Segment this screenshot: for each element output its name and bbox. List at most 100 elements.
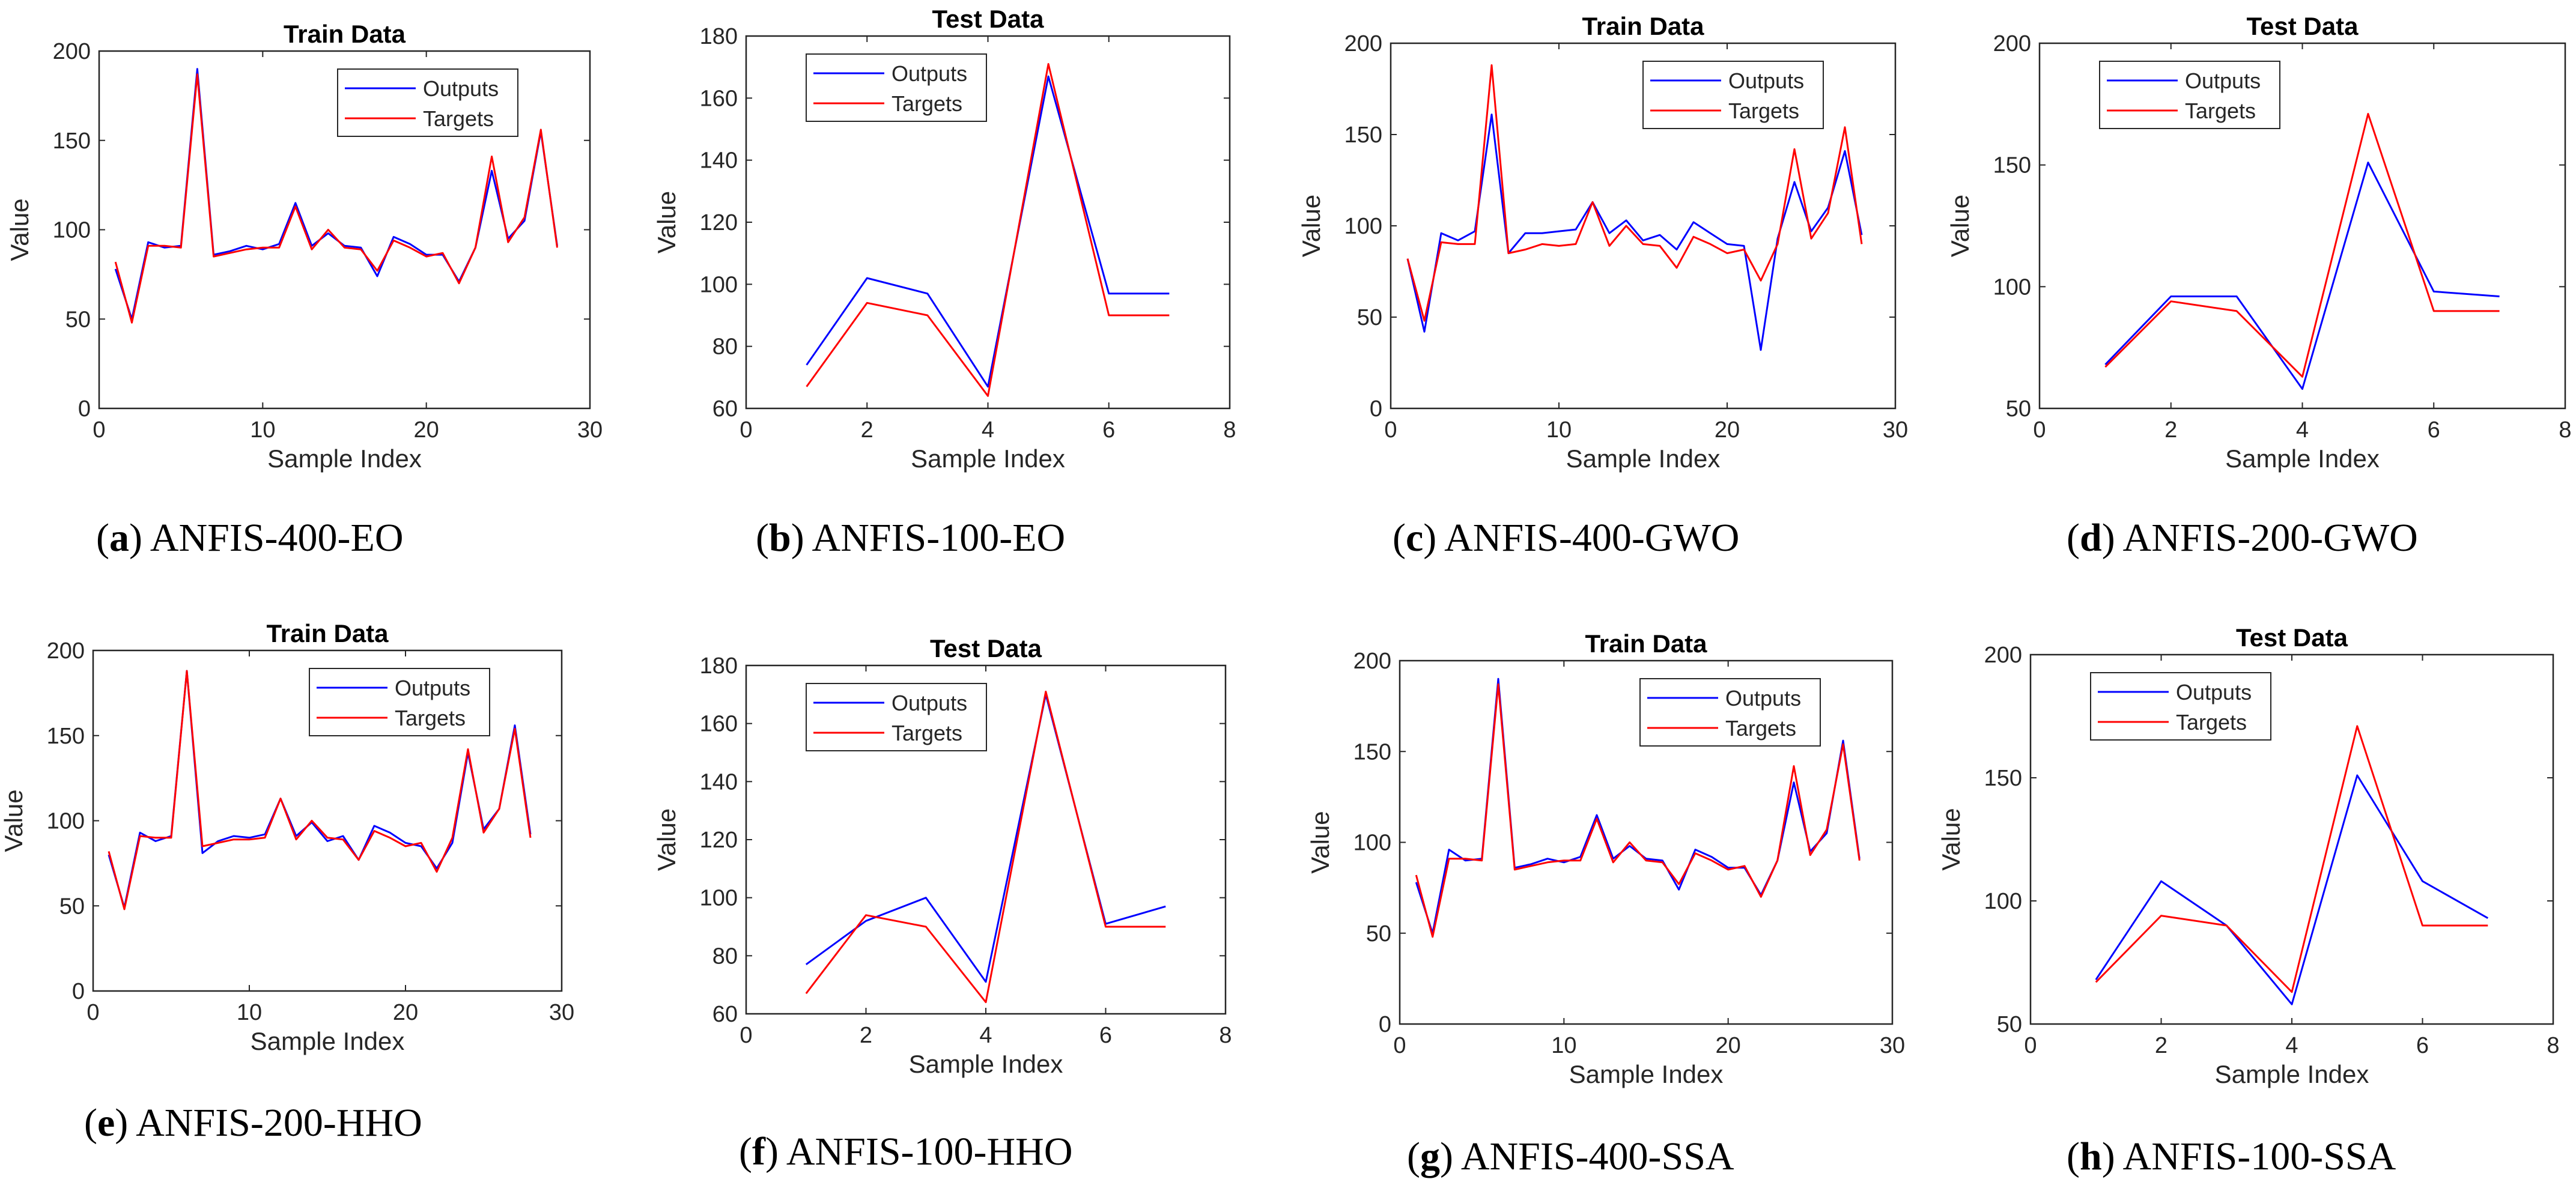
legend-label-targets: Targets: [1725, 716, 1796, 741]
x-tick-label: 10: [1551, 1033, 1576, 1058]
legend-label-targets: Targets: [423, 106, 494, 131]
chart-title: Test Data: [2236, 623, 2348, 652]
y-tick-label: 50: [1366, 921, 1391, 947]
chart-h: 0 2 4 6 8 50 100 150 200 Test Data Sample Index Val…: [1937, 623, 2560, 1088]
y-axis-label: Value: [652, 191, 681, 253]
caption-letter: f: [752, 1130, 765, 1174]
legend-label-targets: Targets: [892, 721, 962, 745]
x-axis-label: Sample Index: [2225, 444, 2380, 473]
y-tick-label: 160: [700, 86, 738, 111]
caption-text: ANFIS-100-EO: [812, 516, 1066, 560]
caption-text: ANFIS-100-HHO: [786, 1130, 1073, 1174]
legend-label-outputs: Outputs: [1725, 686, 1801, 711]
y-tick-label: 80: [712, 335, 738, 360]
x-tick-label: 2: [2164, 417, 2177, 443]
x-tick-label: 0: [740, 417, 752, 443]
chart-d: 0 2 4 6 8 50 100 150 200 Test Data Sample Index Val…: [1946, 12, 2572, 473]
series-line-targets: [114, 73, 558, 324]
series-line-outputs: [1406, 114, 1863, 351]
y-axis-label: Value: [0, 789, 28, 852]
series-line-targets: [806, 63, 1170, 397]
y-tick-label: 100: [700, 886, 738, 911]
chart-g: 0 10 20 30 0 50 100 150 200 Train Data Sample Inde…: [1306, 629, 1905, 1088]
caption-letter: b: [768, 516, 791, 560]
chart-e: 0 10 20 30 0 50 100 150 200 Train Data Sample Inde…: [0, 619, 574, 1055]
chart-f: 0 2 4 6 8 60 80 100 120 140 160 180 Test Data Sample …: [652, 634, 1232, 1078]
caption-text: ANFIS-400-SSA: [1460, 1135, 1734, 1178]
y-tick-label: 200: [53, 39, 91, 64]
x-tick-label: 30: [549, 1000, 574, 1025]
caption-letter: h: [2079, 1135, 2102, 1178]
legend: [2090, 672, 2271, 741]
x-axis-label: Sample Index: [1566, 444, 1721, 473]
y-tick-label: 60: [712, 396, 738, 422]
legend-label-outputs: Outputs: [1728, 68, 1804, 93]
caption-b: (b) ANFIS-100-EO: [756, 516, 1066, 560]
caption-h: (h) ANFIS-100-SSA: [2067, 1135, 2396, 1178]
legend-label-outputs: Outputs: [2185, 68, 2261, 93]
x-tick-label: 20: [1715, 417, 1740, 443]
series-line-targets: [108, 670, 532, 911]
legend: [806, 683, 987, 751]
legend-label-targets: Targets: [892, 91, 962, 116]
x-tick-label: 20: [414, 417, 439, 443]
x-tick-label: 6: [2428, 417, 2440, 443]
y-tick-label: 200: [1993, 31, 2031, 56]
chart-title: Train Data: [266, 619, 389, 647]
x-tick-label: 0: [2033, 417, 2046, 443]
x-tick-label: 30: [577, 417, 603, 443]
y-tick-label: 150: [1993, 153, 2031, 178]
y-tick-label: 100: [1353, 831, 1391, 856]
y-tick-label: 100: [1993, 274, 2031, 300]
x-tick-label: 20: [393, 1000, 418, 1025]
x-axis-label: Sample Index: [2215, 1060, 2369, 1088]
series-line-outputs: [2104, 162, 2500, 390]
x-tick-label: 0: [93, 417, 105, 443]
legend: [337, 68, 518, 137]
y-tick-label: 150: [53, 129, 91, 154]
y-tick-label: 150: [47, 724, 85, 749]
x-axis-label: Sample Index: [1569, 1060, 1724, 1088]
y-axis-label: Value: [652, 808, 681, 871]
y-axis-label: Value: [1306, 811, 1334, 873]
x-tick-label: 8: [2559, 417, 2571, 443]
y-axis-label: Value: [1946, 195, 1974, 257]
legend-label-outputs: Outputs: [2176, 680, 2252, 705]
chart-title: Test Data: [2247, 12, 2359, 40]
y-tick-label: 150: [1344, 123, 1382, 148]
x-tick-label: 6: [1102, 417, 1115, 443]
x-tick-label: 10: [1546, 417, 1572, 443]
y-tick-label: 0: [72, 979, 85, 1004]
caption-letter: c: [1405, 516, 1424, 560]
y-tick-label: 200: [47, 638, 85, 664]
caption-letter: a: [109, 516, 129, 560]
x-tick-label: 8: [1223, 417, 1236, 443]
y-tick-label: 50: [1997, 1012, 2022, 1037]
chart-title: Test Data: [930, 634, 1042, 662]
x-tick-label: 0: [1393, 1033, 1406, 1058]
caption-letter: e: [97, 1101, 115, 1145]
series-line-targets: [1406, 64, 1863, 322]
legend: [309, 668, 490, 736]
y-tick-label: 50: [2006, 396, 2031, 422]
y-tick-label: 120: [700, 828, 738, 853]
y-tick-label: 140: [700, 769, 738, 795]
x-tick-label: 0: [2024, 1033, 2037, 1058]
legend-label-outputs: Outputs: [423, 76, 499, 101]
y-tick-label: 60: [712, 1002, 738, 1027]
chart-title: Test Data: [932, 5, 1045, 33]
y-tick-label: 200: [1344, 31, 1382, 56]
y-tick-label: 0: [1370, 396, 1382, 422]
chart-a: 0 10 20 30 0 50 100 150 200 Train Data Sample Inde…: [5, 20, 603, 473]
y-tick-label: 100: [1344, 214, 1382, 239]
x-tick-label: 4: [982, 417, 994, 443]
x-tick-label: 8: [1219, 1023, 1232, 1048]
x-tick-label: 4: [2296, 417, 2309, 443]
y-axis-label: Value: [1937, 808, 1965, 870]
y-tick-label: 150: [1353, 739, 1391, 765]
x-tick-label: 10: [237, 1000, 262, 1025]
legend: [2099, 61, 2280, 129]
y-tick-label: 100: [53, 218, 91, 243]
caption-text: ANFIS-100-SSA: [2122, 1135, 2396, 1178]
legend-label-outputs: Outputs: [395, 676, 470, 700]
